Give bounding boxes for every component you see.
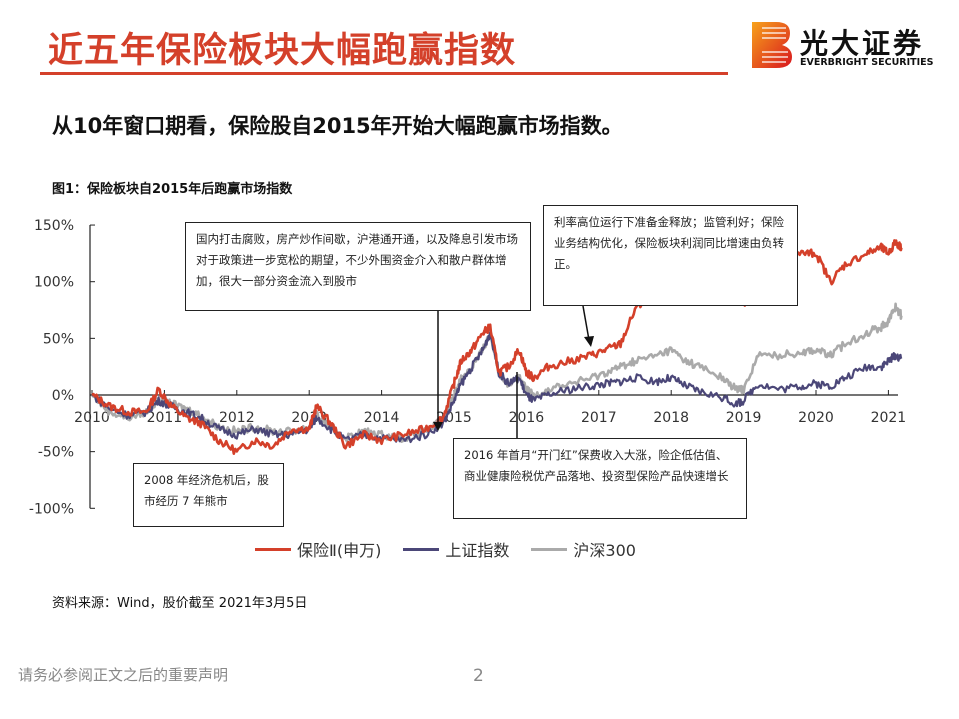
x-tick-label: 2012 — [219, 410, 255, 426]
y-tick-label: -100% — [29, 501, 74, 517]
arrowhead-icon — [584, 336, 594, 347]
legend-item-sse: 上证指数 — [403, 537, 509, 561]
y-tick-label: 50% — [43, 331, 74, 347]
y-tick-label: 0% — [52, 388, 74, 404]
annotation-policy: 国内打击腐败，房产炒作间歇，沪港通开通，以及降息引发市场对于政策进一步宽松的期望… — [185, 222, 531, 311]
line-chart: 150%100%50%0%-50%-100%2010 2011 2012 2013 20… — [29, 218, 907, 517]
annotation-crisis: 2008 年经济危机后，股市经历 7 年熊市 — [133, 463, 284, 527]
legend-label: 保险Ⅱ(申万) — [297, 541, 382, 560]
legend-label: 沪深300 — [573, 541, 636, 560]
legend-label: 上证指数 — [445, 541, 510, 560]
legend-item-csi300: 沪深300 — [531, 537, 636, 561]
source-note: 资料来源：Wind，股价截至 2021年3月5日 — [52, 596, 308, 611]
arrow-rates — [582, 305, 590, 341]
annotation-2016: 2016 年首月“开门红”保费收入大涨，险企低估值、商业健康险税优产品落地、投资… — [453, 438, 747, 519]
subtitle: 从10年窗口期看，保险股自2015年开始大幅跑赢市场指数。 — [52, 114, 623, 138]
logo-english: EVERBRIGHT SECURITIES — [800, 57, 934, 68]
series-line-sse — [91, 330, 903, 444]
title-divider — [40, 72, 728, 75]
page-title: 近五年保险板块大幅跑赢指数 — [48, 31, 517, 71]
x-tick-label: 2020 — [798, 410, 834, 426]
everbright-logo-icon — [752, 22, 792, 68]
logo-text: 光大证券 — [800, 27, 925, 60]
annotation-rates: 利率高位运行下准备金释放；监管利好；保险业务结构优化，保险板块利润同比增速由负转… — [543, 205, 798, 306]
figure-caption: 图1：保险板块自2015年后跑赢市场指数 — [52, 182, 293, 197]
x-tick-label: 2010 — [74, 410, 110, 426]
y-tick-label: 100% — [34, 275, 74, 291]
y-tick-label: 150% — [34, 218, 74, 234]
page-number: 2 — [473, 666, 484, 686]
chart-legend: 保险Ⅱ(申万) 上证指数 沪深300 — [255, 537, 636, 561]
x-tick-label: 2019 — [726, 410, 762, 426]
x-tick-label: 2021 — [871, 410, 907, 426]
x-tick-label: 2011 — [147, 410, 183, 426]
series-line-csi300 — [91, 302, 903, 443]
legend-item-insurance: 保险Ⅱ(申万) — [255, 537, 381, 561]
x-tick-label: 2016 — [509, 410, 545, 426]
arrowhead-icon — [433, 422, 443, 431]
y-tick-label: -50% — [38, 445, 74, 461]
x-tick-label: 2014 — [364, 410, 400, 426]
x-tick-label: 2017 — [581, 410, 617, 426]
x-tick-label: 2018 — [653, 410, 689, 426]
footer-disclaimer: 请务必参阅正文之后的重要声明 — [18, 666, 229, 684]
